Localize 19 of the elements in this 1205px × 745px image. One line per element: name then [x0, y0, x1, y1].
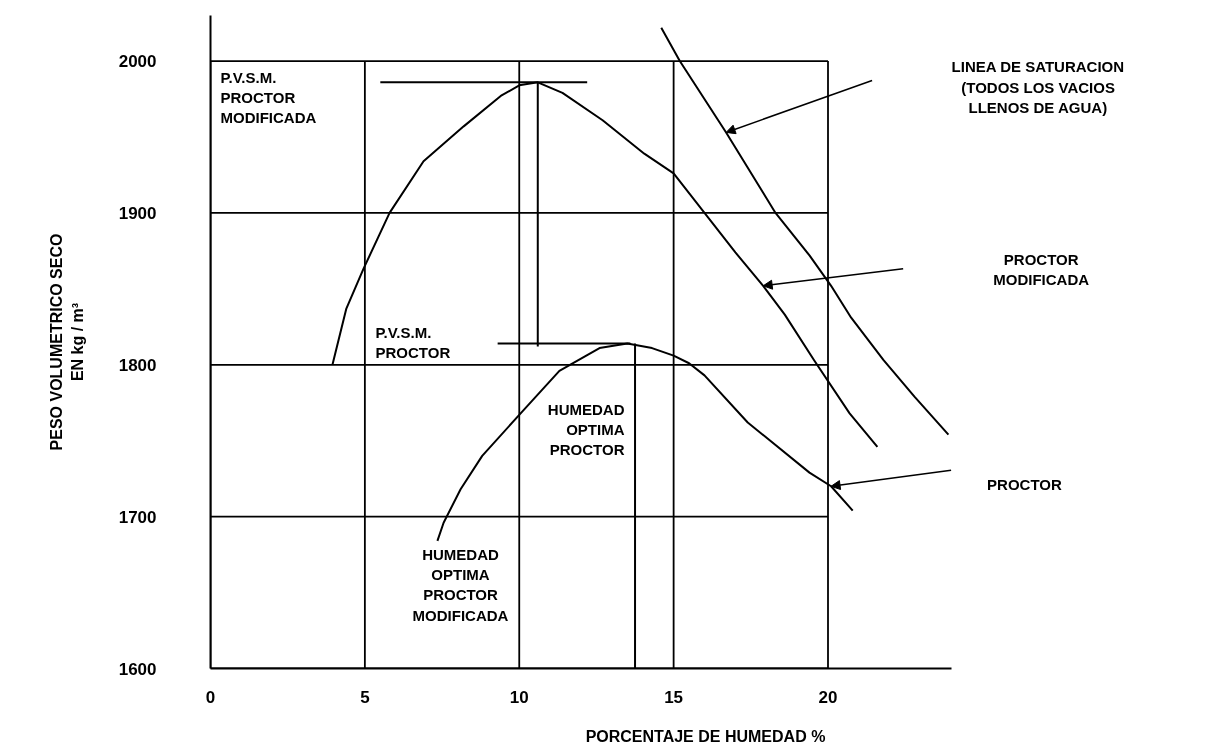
y-tick-label: 1700: [118, 507, 157, 527]
annotation: P.V.S.M. PROCTOR: [375, 323, 451, 361]
text: PROCTOR: [987, 475, 1062, 493]
annotation: P.V.S.M. PROCTOR MODIFICADA: [220, 68, 317, 127]
x-tick-label: 0: [205, 687, 216, 707]
x-tick-label: 20: [818, 687, 838, 707]
annotation: HUMEDAD OPTIMA PROCTOR: [547, 400, 625, 459]
y-tick-label: 1600: [118, 659, 157, 679]
x-tick-label: 5: [360, 687, 370, 707]
text: PROCTOR MODIFICADA: [993, 250, 1090, 289]
y-tick-label: 2000: [118, 52, 157, 72]
y-tick-label: 1800: [118, 355, 157, 375]
y-tick-label: 1900: [118, 203, 157, 223]
text: LINEA DE SATURACION (TODOS LOS VACIOS LLENOS DE AGUA): [951, 58, 1125, 117]
annotation: HUMEDAD OPTIMA PROCTOR MODIFICADA: [412, 545, 509, 624]
x-axis-title: PORCENTAJE DE HUMEDAD %: [585, 727, 826, 745]
y-axis-title: PESO VOLUMETRICO SECO EN kg / m³: [48, 233, 86, 451]
x-tick-label: 10: [509, 687, 529, 707]
x-tick-label: 15: [664, 687, 684, 707]
